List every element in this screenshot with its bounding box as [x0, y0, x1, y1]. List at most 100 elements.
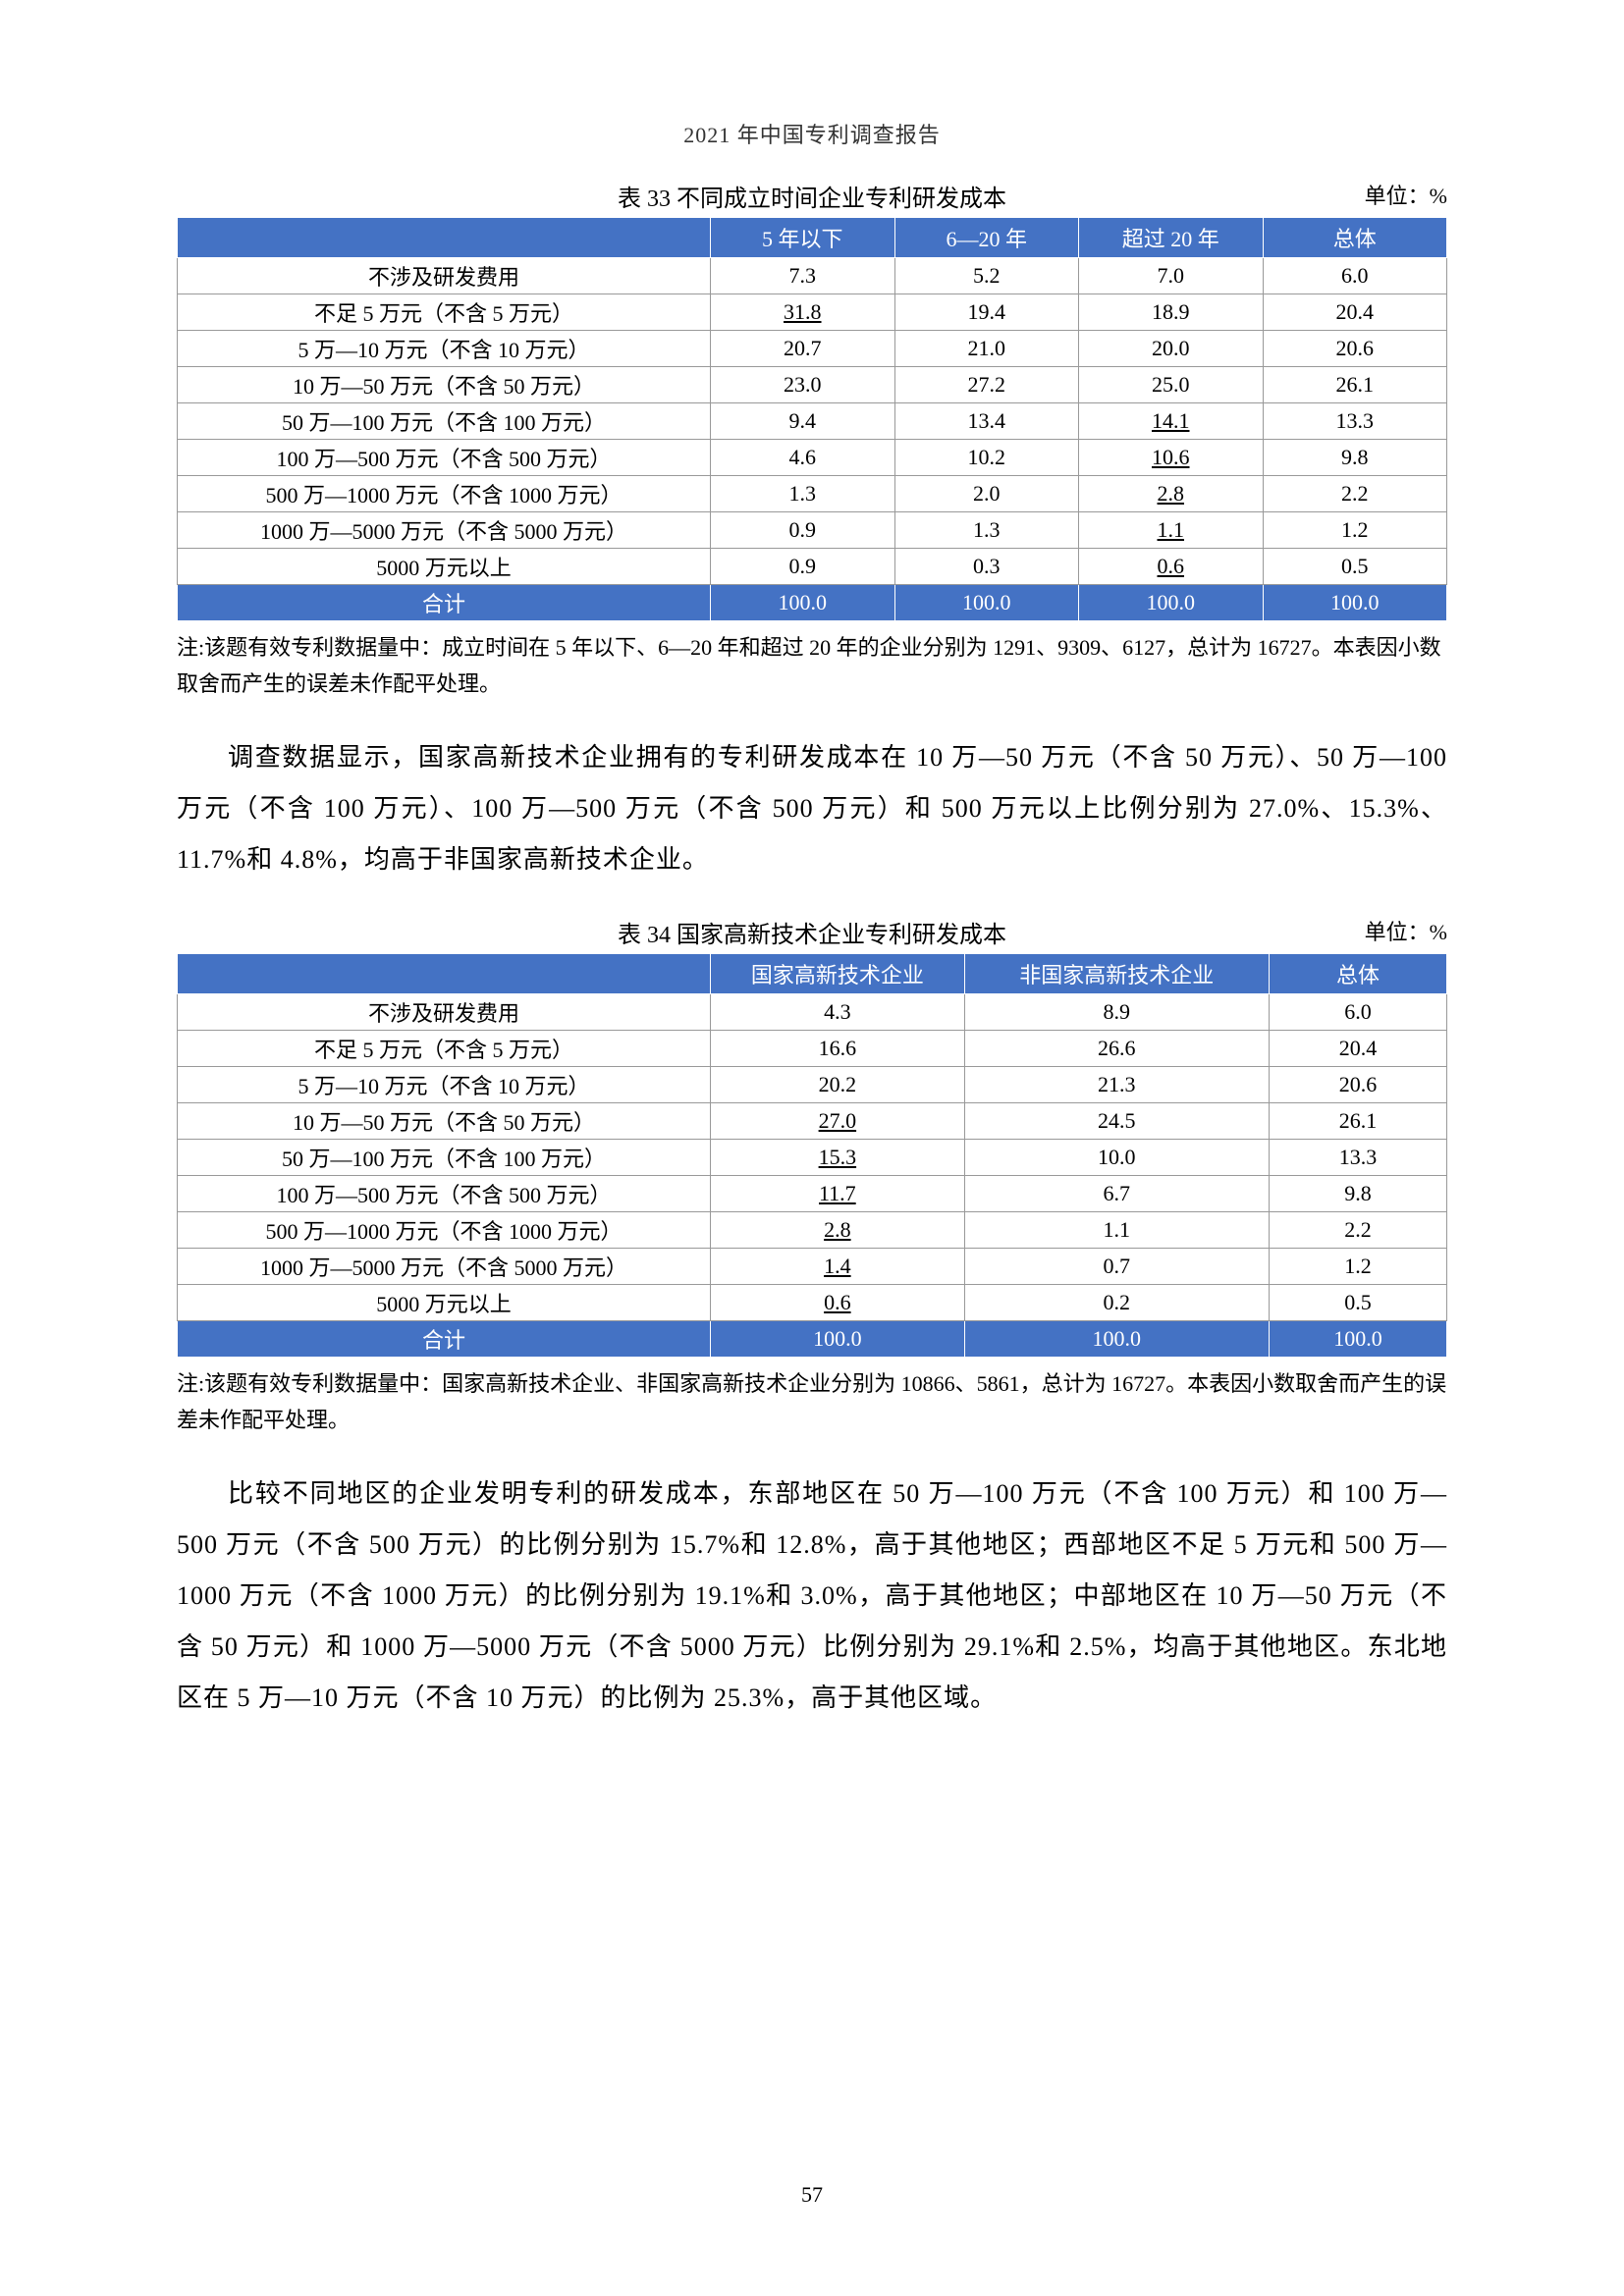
table33-title: 表 33 不同成立时间企业专利研发成本	[618, 179, 1006, 213]
table-header: 5 年以下	[711, 218, 894, 258]
data-cell: 7.3	[711, 258, 894, 294]
data-cell: 18.9	[1079, 294, 1263, 331]
table33-note: 注:该题有效专利数据量中：成立时间在 5 年以下、6—20 年和超过 20 年的…	[177, 629, 1447, 703]
data-cell: 10.6	[1079, 440, 1263, 476]
table-header	[178, 953, 711, 993]
row-label: 1000 万—5000 万元（不含 5000 万元）	[178, 1248, 711, 1284]
data-cell: 21.3	[964, 1066, 1269, 1102]
data-cell: 0.6	[1079, 549, 1263, 585]
table-header: 国家高新技术企业	[711, 953, 965, 993]
total-cell: 100.0	[964, 1320, 1269, 1357]
table-header: 非国家高新技术企业	[964, 953, 1269, 993]
total-row: 合计100.0100.0100.0100.0	[178, 585, 1447, 621]
table-row: 不涉及研发费用4.38.96.0	[178, 993, 1447, 1030]
row-label: 500 万—1000 万元（不含 1000 万元）	[178, 476, 711, 512]
row-label: 不足 5 万元（不含 5 万元）	[178, 294, 711, 331]
data-cell: 10.0	[964, 1139, 1269, 1175]
total-label: 合计	[178, 585, 711, 621]
table-row: 50 万—100 万元（不含 100 万元）9.413.414.113.3	[178, 403, 1447, 440]
data-cell: 1.1	[1079, 512, 1263, 549]
data-cell: 7.0	[1079, 258, 1263, 294]
data-cell: 6.0	[1269, 993, 1446, 1030]
data-cell: 0.9	[711, 512, 894, 549]
paragraph-2: 比较不同地区的企业发明专利的研发成本，东部地区在 50 万—100 万元（不含 …	[177, 1468, 1447, 1724]
data-cell: 0.9	[711, 549, 894, 585]
row-label: 10 万—50 万元（不含 50 万元）	[178, 367, 711, 403]
table-header: 超过 20 年	[1079, 218, 1263, 258]
data-cell: 2.2	[1269, 1211, 1446, 1248]
data-cell: 21.0	[894, 331, 1078, 367]
row-label: 不涉及研发费用	[178, 993, 711, 1030]
table34-unit: 单位：%	[1365, 915, 1447, 946]
data-cell: 31.8	[711, 294, 894, 331]
data-cell: 14.1	[1079, 403, 1263, 440]
table-header: 总体	[1269, 953, 1446, 993]
data-cell: 6.0	[1263, 258, 1447, 294]
row-label: 5000 万元以上	[178, 549, 711, 585]
data-cell: 0.5	[1269, 1284, 1446, 1320]
row-label: 不足 5 万元（不含 5 万元）	[178, 1030, 711, 1066]
data-cell: 0.5	[1263, 549, 1447, 585]
table-row: 500 万—1000 万元（不含 1000 万元）2.81.12.2	[178, 1211, 1447, 1248]
data-cell: 20.0	[1079, 331, 1263, 367]
data-cell: 11.7	[711, 1175, 965, 1211]
row-label: 500 万—1000 万元（不含 1000 万元）	[178, 1211, 711, 1248]
data-cell: 2.2	[1263, 476, 1447, 512]
total-cell: 100.0	[1079, 585, 1263, 621]
data-cell: 19.4	[894, 294, 1078, 331]
data-cell: 9.4	[711, 403, 894, 440]
data-cell: 13.3	[1269, 1139, 1446, 1175]
data-cell: 1.3	[894, 512, 1078, 549]
data-cell: 0.3	[894, 549, 1078, 585]
data-cell: 0.2	[964, 1284, 1269, 1320]
data-cell: 27.2	[894, 367, 1078, 403]
table34-title-row: 表 34 国家高新技术企业专利研发成本 单位：%	[177, 915, 1447, 949]
data-cell: 20.4	[1269, 1030, 1446, 1066]
table-row: 100 万—500 万元（不含 500 万元）11.76.79.8	[178, 1175, 1447, 1211]
document-header: 2021 年中国专利调查报告	[177, 118, 1447, 149]
data-cell: 27.0	[711, 1102, 965, 1139]
data-cell: 0.7	[964, 1248, 1269, 1284]
data-cell: 0.6	[711, 1284, 965, 1320]
data-cell: 1.3	[711, 476, 894, 512]
data-cell: 20.6	[1269, 1066, 1446, 1102]
table34: 国家高新技术企业非国家高新技术企业总体不涉及研发费用4.38.96.0不足 5 …	[177, 953, 1447, 1358]
table-row: 5000 万元以上0.60.20.5	[178, 1284, 1447, 1320]
total-label: 合计	[178, 1320, 711, 1357]
data-cell: 20.2	[711, 1066, 965, 1102]
data-cell: 13.3	[1263, 403, 1447, 440]
table34-title: 表 34 国家高新技术企业专利研发成本	[618, 915, 1006, 949]
row-label: 100 万—500 万元（不含 500 万元）	[178, 440, 711, 476]
data-cell: 9.8	[1263, 440, 1447, 476]
total-cell: 100.0	[1263, 585, 1447, 621]
row-label: 5 万—10 万元（不含 10 万元）	[178, 331, 711, 367]
row-label: 5000 万元以上	[178, 1284, 711, 1320]
row-label: 1000 万—5000 万元（不含 5000 万元）	[178, 512, 711, 549]
data-cell: 2.8	[1079, 476, 1263, 512]
data-cell: 26.6	[964, 1030, 1269, 1066]
table-header	[178, 218, 711, 258]
table-row: 5 万—10 万元（不含 10 万元）20.721.020.020.6	[178, 331, 1447, 367]
row-label: 50 万—100 万元（不含 100 万元）	[178, 403, 711, 440]
data-cell: 20.6	[1263, 331, 1447, 367]
data-cell: 6.7	[964, 1175, 1269, 1211]
table33: 5 年以下6—20 年超过 20 年总体不涉及研发费用7.35.27.06.0不…	[177, 217, 1447, 621]
row-label: 5 万—10 万元（不含 10 万元）	[178, 1066, 711, 1102]
data-cell: 25.0	[1079, 367, 1263, 403]
data-cell: 8.9	[964, 993, 1269, 1030]
total-cell: 100.0	[711, 585, 894, 621]
total-cell: 100.0	[894, 585, 1078, 621]
table-row: 1000 万—5000 万元（不含 5000 万元）0.91.31.11.2	[178, 512, 1447, 549]
data-cell: 26.1	[1269, 1102, 1446, 1139]
data-cell: 4.6	[711, 440, 894, 476]
data-cell: 15.3	[711, 1139, 965, 1175]
row-label: 不涉及研发费用	[178, 258, 711, 294]
data-cell: 20.4	[1263, 294, 1447, 331]
page: 2021 年中国专利调查报告 表 33 不同成立时间企业专利研发成本 单位：% …	[0, 0, 1624, 2296]
data-cell: 26.1	[1263, 367, 1447, 403]
data-cell: 16.6	[711, 1030, 965, 1066]
table-row: 不足 5 万元（不含 5 万元）31.819.418.920.4	[178, 294, 1447, 331]
table-row: 不涉及研发费用7.35.27.06.0	[178, 258, 1447, 294]
row-label: 50 万—100 万元（不含 100 万元）	[178, 1139, 711, 1175]
table33-unit: 单位：%	[1365, 179, 1447, 210]
